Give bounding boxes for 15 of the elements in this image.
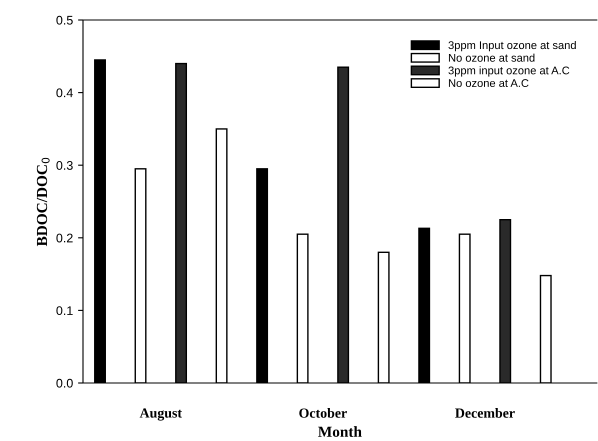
x-tick-label: August — [140, 408, 182, 421]
legend-label: 3ppm Input ozone at sand — [448, 40, 576, 52]
y-tick-label: 0.3 — [56, 161, 73, 170]
x-tick-label: December — [455, 408, 515, 418]
y-tick-label: 0.4 — [56, 88, 73, 98]
y-tick-label: 0.1 — [56, 306, 73, 316]
y-tick-label: 0.2 — [56, 234, 73, 242]
legend-label: 3ppm input ozone at A.C — [448, 66, 570, 77]
legend-label: No ozone at A.C — [448, 79, 529, 88]
y-tick-label: 0.0 — [56, 378, 73, 388]
x-axis-title: Month — [318, 426, 362, 437]
y-axis-title: BDOC/DOC$_{0}$ — [36, 158, 50, 246]
y-tick-label: 0.5 — [56, 16, 73, 25]
legend-label: No ozone at sand — [448, 54, 534, 62]
x-tick-label: October — [299, 408, 347, 418]
